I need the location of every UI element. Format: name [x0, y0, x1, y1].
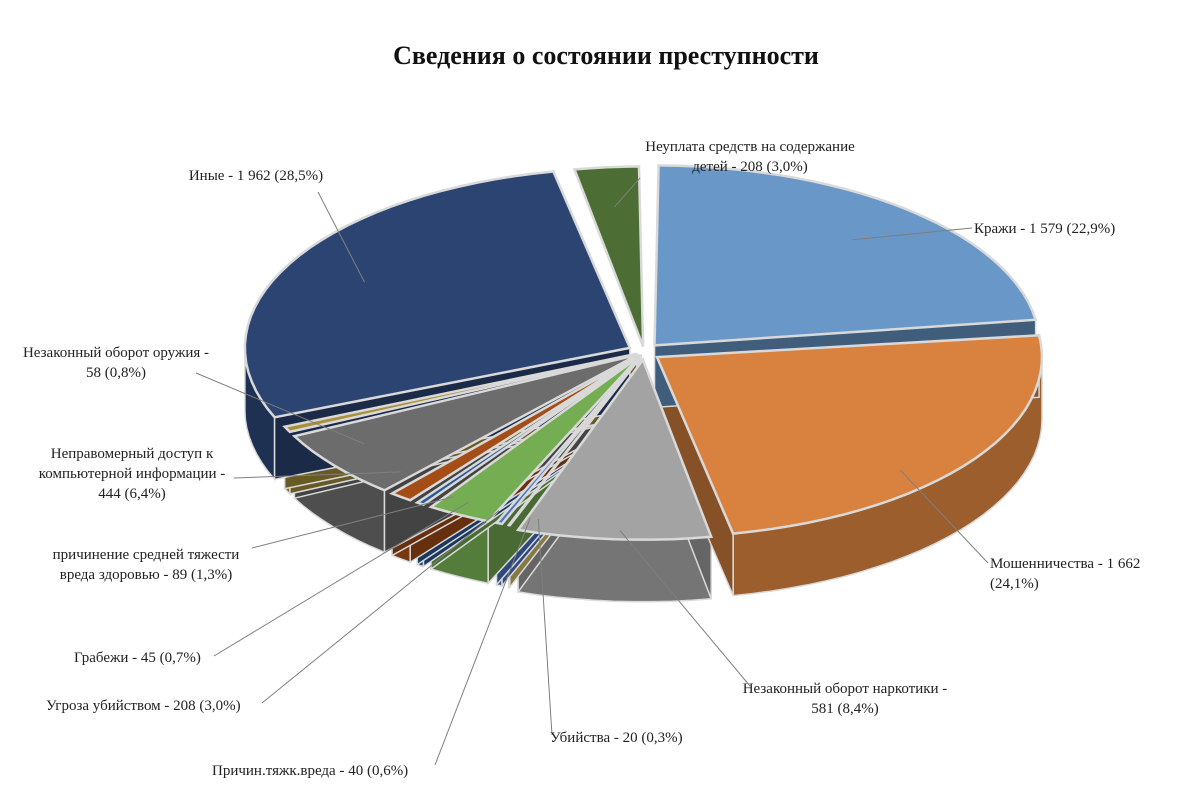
slice-label-line: Незаконный оборот наркотики -: [743, 681, 948, 697]
slice-label: Причин.тяжк.вреда - 40 (0,6%): [212, 763, 408, 779]
leader-line: [261, 510, 500, 704]
slice-label: Угроза убийством - 208 (3,0%): [46, 698, 241, 714]
leader-line: [195, 372, 365, 445]
slice-label: Кражи - 1 579 (22,9%): [974, 221, 1115, 237]
leader-line: [614, 177, 641, 208]
pie-slice: [655, 333, 1044, 535]
pie-slice: [494, 355, 643, 526]
slice-label-line: 581 (8,4%): [811, 701, 879, 717]
slice-label-line: Убийства - 20 (0,3%): [550, 730, 683, 746]
slice-label-line: детей - 208 (3,0%): [692, 159, 808, 175]
pie-slice: [282, 352, 637, 434]
slice-label-line: Незаконный оборот оружия -: [23, 345, 209, 361]
slice-label-line: причинение средней тяжести: [53, 547, 240, 563]
leader-lines: [195, 177, 989, 766]
slice-label: причинение средней тяжести вреда здоровью…: [53, 547, 240, 583]
slice-label-line: вреда здоровью - 89 (1,3%): [60, 567, 232, 583]
leader-line: [900, 469, 989, 564]
slice-label-line: компьютерной информации -: [39, 466, 226, 482]
leader-line: [619, 530, 751, 687]
slice-label-line: Кражи - 1 579 (22,9%): [974, 221, 1115, 237]
slice-label-line: Угроза убийством - 208 (3,0%): [46, 698, 241, 714]
slice-label-line: Иные - 1 962 (28,5%): [189, 168, 323, 184]
pie-slice: [243, 170, 632, 419]
pie-slice: [291, 353, 639, 492]
leader-line: [537, 518, 553, 736]
leader-line: [852, 227, 973, 241]
slice-label-line: (24,1%): [990, 576, 1039, 592]
pie-slice: [515, 357, 713, 541]
slice-label: Неправомерный доступ к компьютерной инфор…: [39, 446, 226, 502]
slice-label: Грабежи - 45 (0,7%): [74, 650, 201, 666]
pie-tops: [243, 164, 1044, 541]
slice-label: Незаконный оборот наркотики - 581 (8,4%): [743, 681, 948, 717]
slice-label: Мошенничества - 1 662 (24,1%): [990, 556, 1140, 592]
pie-slice: [506, 355, 643, 527]
pie-slice: [428, 354, 642, 523]
pie-slice: [572, 165, 645, 347]
leader-line: [317, 191, 365, 283]
leader-line: [251, 496, 454, 549]
slice-label-line: Неправомерный доступ к: [51, 446, 214, 462]
leader-line: [213, 501, 469, 657]
slice-label-line: 444 (6,4%): [98, 486, 166, 502]
slice-label-line: Неуплата средств на содержание: [645, 139, 855, 155]
slice-label: Убийства - 20 (0,3%): [550, 730, 683, 746]
slice-label: Иные - 1 962 (28,5%): [189, 168, 323, 184]
leader-line: [434, 517, 531, 766]
pie-slice: [389, 354, 640, 502]
slice-label-line: Грабежи - 45 (0,7%): [74, 650, 201, 666]
slice-label-line: Мошенничества - 1 662: [990, 556, 1140, 572]
slice-label-line: Причин.тяжк.вреда - 40 (0,6%): [212, 763, 408, 779]
slice-label: Неуплата средств на содержание детей - 20…: [645, 139, 855, 175]
chart-title: Сведения о состоянии преступности: [393, 41, 819, 70]
slice-labels: Кражи - 1 579 (22,9%) Мошенничества - 1 6…: [23, 139, 1140, 779]
pie-slice: [653, 164, 1038, 347]
leader-line: [233, 471, 401, 479]
slice-label: Незаконный оборот оружия - 58 (0,8%): [23, 345, 209, 381]
slice-label-line: 58 (0,8%): [86, 365, 146, 381]
